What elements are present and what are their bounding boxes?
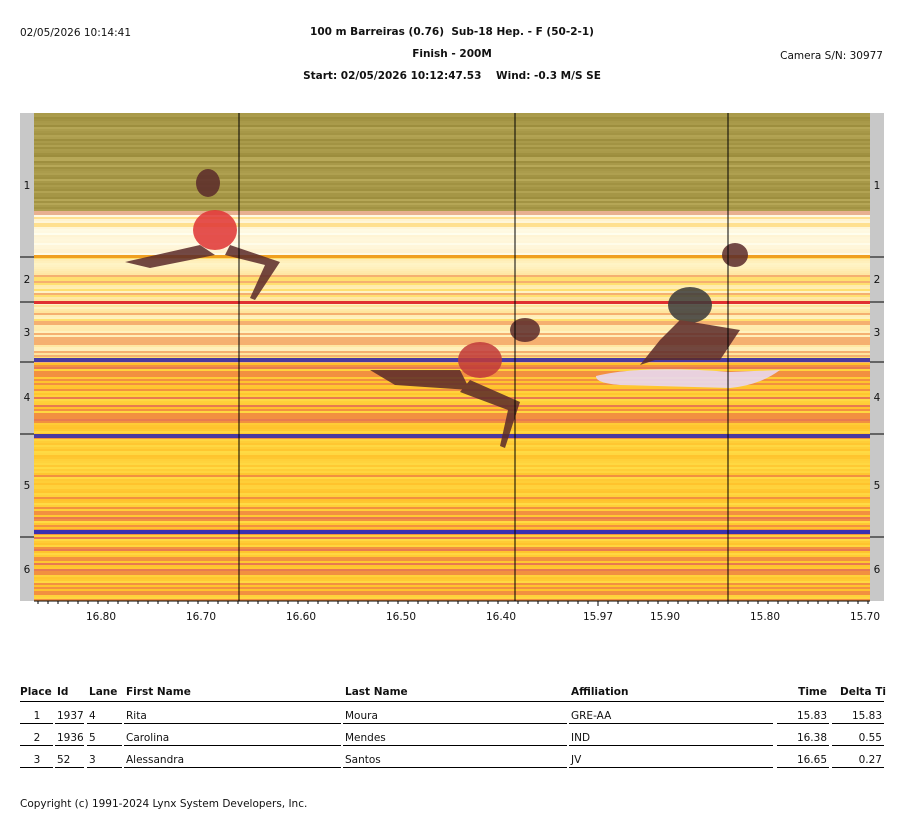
table-cell: Rita xyxy=(126,710,147,722)
table-cell: 16.38 xyxy=(797,732,827,744)
time-tick-label: 16.50 xyxy=(386,611,416,623)
column-header: Last Name xyxy=(345,686,408,698)
results-table: Place Id Lane First Name Last Name Affiliatio… xyxy=(20,686,886,768)
time-tick-label: 16.40 xyxy=(486,611,516,623)
lane-label: 1 xyxy=(24,180,31,192)
column-header: Place xyxy=(20,686,52,698)
start-info: Start: 02/05/2026 10:12:47.53 Wind: -0.3… xyxy=(303,70,601,82)
table-cell: 1937 xyxy=(57,710,84,722)
time-tick-label: 16.60 xyxy=(286,611,316,623)
lane-label: 6 xyxy=(874,564,881,576)
lane-label: 2 xyxy=(24,274,31,286)
time-axis: 16.80 16.70 16.60 16.50 16.40 15.97 15.90 15.80… xyxy=(34,600,880,623)
column-header: Delta Ti xyxy=(840,686,886,698)
table-cell: Moura xyxy=(345,710,378,722)
photo-image xyxy=(34,113,870,601)
column-header: First Name xyxy=(126,686,191,698)
table-cell: 1936 xyxy=(57,732,84,744)
lane-label: 1 xyxy=(874,180,881,192)
table-cell: Mendes xyxy=(345,732,386,744)
table-cell: 4 xyxy=(89,710,96,722)
time-tick-label: 15.97 xyxy=(583,611,613,623)
table-cell: 0.55 xyxy=(859,732,882,744)
table-cell: IND xyxy=(571,732,590,744)
photo-overlay xyxy=(20,113,884,601)
table-cell: 3 xyxy=(89,754,96,766)
copyright: Copyright (c) 1991-2024 Lynx System Deve… xyxy=(20,798,307,810)
lane-label: 6 xyxy=(24,564,31,576)
table-cell: 2 xyxy=(34,732,41,744)
table-cell: Carolina xyxy=(126,732,169,744)
column-header: Time xyxy=(798,686,827,698)
lane-label: 3 xyxy=(24,327,31,339)
time-tick-label: 15.70 xyxy=(850,611,880,623)
lane-label: 4 xyxy=(874,392,881,404)
table-cell: Santos xyxy=(345,754,381,766)
table-cell: Alessandra xyxy=(126,754,184,766)
table-cell: 52 xyxy=(57,754,70,766)
table-cell: 5 xyxy=(89,732,96,744)
timestamp: 02/05/2026 10:14:41 xyxy=(20,27,131,39)
column-header: Id xyxy=(57,686,68,698)
table-cell: 0.27 xyxy=(859,754,882,766)
table-cell: 1 xyxy=(34,710,41,722)
lane-label: 5 xyxy=(874,480,881,492)
time-tick-label: 16.70 xyxy=(186,611,216,623)
lane-label: 5 xyxy=(24,480,31,492)
lane-labels: 1 1 2 2 3 3 4 4 5 5 6 6 xyxy=(24,180,881,576)
lane-label: 3 xyxy=(874,327,881,339)
time-tick-label: 15.90 xyxy=(650,611,680,623)
table-cell: JV xyxy=(570,754,582,766)
column-header: Affiliation xyxy=(571,686,628,698)
time-tick-label: 16.80 xyxy=(86,611,116,623)
lane-label: 4 xyxy=(24,392,31,404)
table-cell: GRE-AA xyxy=(571,710,612,722)
time-tick-label: 15.80 xyxy=(750,611,780,623)
table-cell: 15.83 xyxy=(852,710,882,722)
lane-label: 2 xyxy=(874,274,881,286)
column-header: Lane xyxy=(89,686,117,698)
table-cell: 3 xyxy=(34,754,41,766)
event-title: 100 m Barreiras (0.76) Sub-18 Hep. - F (… xyxy=(310,26,594,38)
side-bar xyxy=(870,113,884,601)
side-bar xyxy=(20,113,34,601)
table-cell: 16.65 xyxy=(797,754,827,766)
event-subtitle: Finish - 200M xyxy=(412,48,492,60)
camera-serial: Camera S/N: 30977 xyxy=(780,50,883,62)
table-cell: 15.83 xyxy=(797,710,827,722)
